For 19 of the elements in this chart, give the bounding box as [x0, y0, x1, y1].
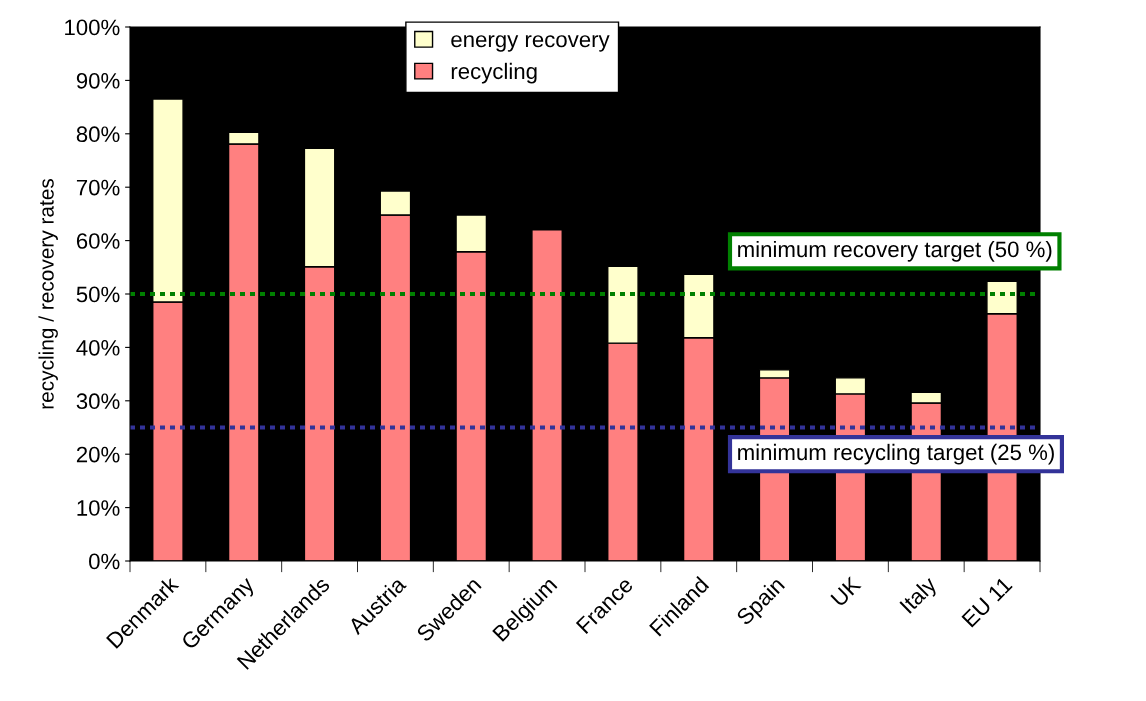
y-tick-label: 90%: [76, 72, 120, 89]
x-tick-label: UK: [830, 575, 862, 608]
y-tick-label: 80%: [76, 126, 120, 143]
y-tick-label: 50%: [76, 286, 120, 303]
y-tick-label: 60%: [76, 233, 120, 249]
legend-label: energy recovery: [451, 35, 610, 52]
y-axis-title: recycling / recovery rates: [38, 178, 58, 409]
y-tick-label: 70%: [76, 179, 120, 196]
y-tick-label: 10%: [77, 500, 120, 516]
y-tick-label: 40%: [76, 339, 120, 356]
x-tick-label: Italy: [898, 574, 941, 617]
x-tick-label: EU 11: [961, 576, 1013, 628]
y-tick-label: 20%: [76, 446, 120, 463]
ref-line-label: minimum recovery target (50 %): [738, 240, 1052, 262]
y-tick-label: 100%: [65, 19, 120, 36]
legend-label: recycling: [451, 62, 537, 84]
y-tick-label: 30%: [76, 393, 120, 410]
ref-line-label: minimum recycling target (25 %): [738, 443, 1054, 465]
y-tick-label: 0%: [89, 553, 120, 570]
